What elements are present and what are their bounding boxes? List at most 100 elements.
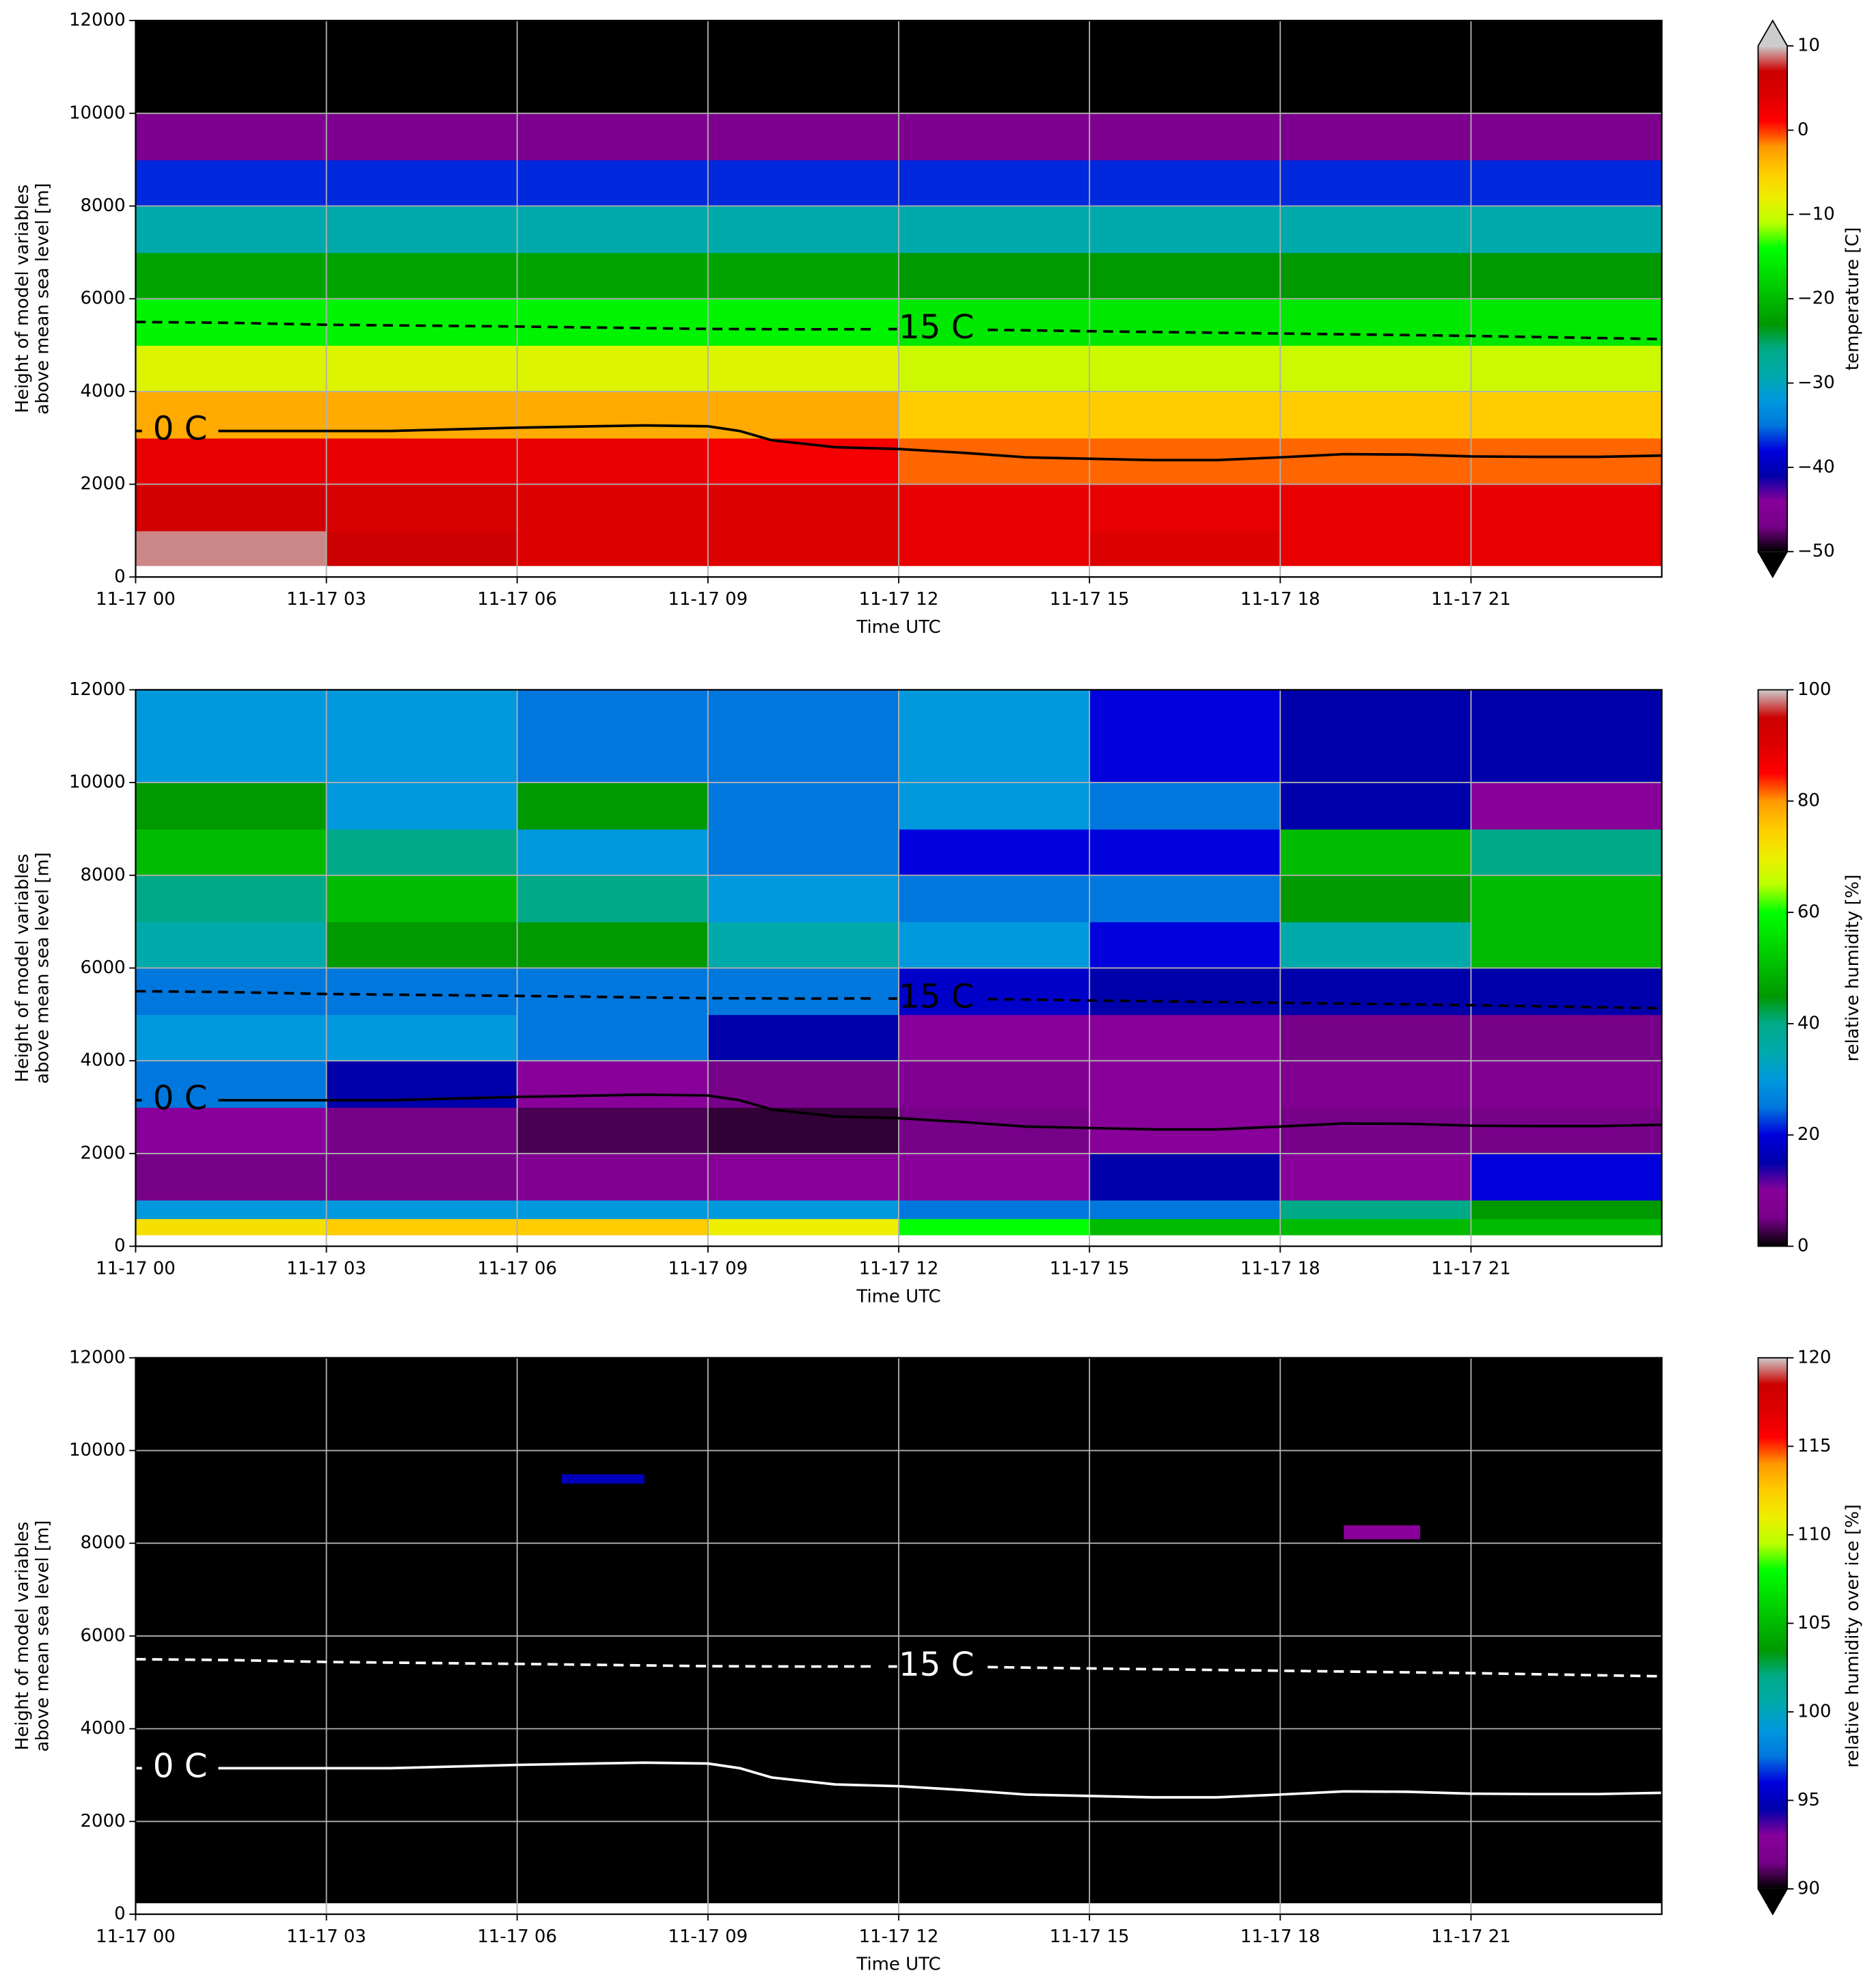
heatmap-cell (1089, 21, 1281, 114)
heatmap-cell (517, 299, 709, 346)
heatmap-cell (899, 968, 1091, 1016)
heatmap-cell (707, 828, 899, 876)
heatmap-cell (1089, 1199, 1281, 1219)
heatmap-cell (1089, 530, 1281, 567)
panel: 11-17 00 11-17 03 11-17 06 11-17 09 11-17 12… (12, 1347, 1863, 1974)
heatmap-cell (517, 159, 709, 207)
x-tick-label: 11-17 21 (1431, 1926, 1511, 1947)
colorbar-tick-label: −40 (1797, 457, 1835, 477)
heatmap-cell (1471, 159, 1663, 207)
heatmap-cell (899, 252, 1091, 300)
heatmap-cell (517, 484, 709, 532)
heatmap-cell (1344, 1525, 1421, 1540)
heatmap-cell (326, 1014, 518, 1062)
colorbar-tick-label: −30 (1797, 372, 1835, 393)
heatmap-cell (707, 968, 899, 1016)
axes-frame (135, 19, 1663, 578)
contour-label: 0 C (153, 1747, 208, 1785)
heatmap-cell (1089, 299, 1281, 346)
heatmap-cell (707, 299, 899, 346)
heatmap-cell (135, 828, 327, 876)
heatmap-cell (707, 252, 899, 300)
heatmap-cell (135, 875, 327, 923)
heatmap-cell (707, 921, 899, 969)
heatmap-cell (1089, 1218, 1281, 1236)
heatmap-cell (1280, 159, 1472, 207)
heatmap-cell (1280, 921, 1472, 969)
heatmap-cell (135, 1525, 562, 1540)
heatmap-cell (517, 1061, 709, 1108)
heatmap-cell (517, 437, 709, 485)
heatmap-cell (135, 1107, 327, 1154)
x-tick-label: 11-17 06 (477, 589, 557, 610)
heatmap-cell (899, 391, 1091, 439)
heatmap-cell (1471, 921, 1663, 969)
heatmap-cell (326, 484, 518, 532)
x-tick-label: 11-17 09 (668, 1258, 748, 1279)
heatmap-cell (1471, 875, 1663, 923)
heatmap-cell (1471, 21, 1663, 114)
colorbar-tick-label: 80 (1797, 791, 1820, 811)
heatmap-cell (1089, 1061, 1281, 1108)
heatmap-cell (135, 1218, 327, 1236)
heatmap-cell (1280, 252, 1472, 300)
colorbar (1758, 46, 1788, 552)
heatmap-cell (1280, 1218, 1472, 1236)
heatmap-cell (517, 21, 709, 114)
y-axis-label: above mean sea level [m] (33, 1521, 53, 1752)
heatmap-cell (1280, 530, 1472, 567)
heatmap-cell (1471, 113, 1663, 161)
heatmap-cell (326, 437, 518, 485)
colorbar-tick-label: 20 (1797, 1124, 1820, 1145)
contour-line (135, 424, 1662, 462)
heatmap-cell (899, 299, 1091, 346)
y-axis-label: Height of model variables (12, 185, 33, 413)
heatmap-cell (326, 1199, 518, 1219)
heatmap-cell (326, 968, 518, 1016)
heatmap-cell (326, 252, 518, 300)
x-tick-label: 11-17 03 (286, 1258, 366, 1279)
heatmap-cell (326, 345, 518, 392)
heatmap-cell (135, 782, 327, 830)
heatmap-cell (326, 828, 518, 876)
x-tick-label: 11-17 06 (477, 1258, 557, 1279)
heatmap-cell (1471, 1107, 1663, 1154)
colorbar-tick-label: 10 (1797, 36, 1820, 56)
x-tick-label: 11-17 09 (668, 1926, 748, 1947)
heatmap-cell (517, 252, 709, 300)
heatmap-cell (326, 921, 518, 969)
heatmap-cell (899, 1199, 1091, 1219)
heatmap-cell (517, 1199, 709, 1219)
heatmap-cell (1280, 1199, 1472, 1219)
heatmap-cell (1471, 530, 1663, 567)
heatmap-cell (899, 113, 1091, 161)
colorbar-frame (1757, 1357, 1789, 1916)
x-tick-label: 11-17 18 (1240, 589, 1320, 610)
heatmap-cell (1471, 1014, 1663, 1062)
heatmap-cell (135, 1538, 562, 1903)
heatmap-cell (1419, 1525, 1663, 1540)
heatmap-cell (135, 1153, 327, 1201)
contour-label: -15 C (887, 1646, 975, 1684)
y-axis-label: above mean sea level [m] (33, 183, 53, 415)
heatmap-cell (135, 1357, 562, 1475)
colorbar-tick-label: −50 (1797, 541, 1835, 562)
heatmap-cell (326, 206, 518, 254)
x-axis-label: Time UTC (856, 1955, 940, 1975)
heatmap-cell (135, 1473, 562, 1484)
heatmap-cell (517, 1107, 709, 1154)
y-tick-label: 2000 (81, 1811, 126, 1832)
heatmap-cell (517, 113, 709, 161)
y-axis-label: above mean sea level [m] (33, 852, 53, 1084)
heatmap-cell (135, 345, 327, 392)
colorbar-label: relative humidity [%] (1843, 875, 1863, 1062)
heatmap-cell (135, 484, 327, 532)
heatmap-cell (517, 1153, 709, 1201)
colorbar-tick-label: 90 (1797, 1878, 1820, 1898)
heatmap-cell (1471, 484, 1663, 532)
contour-label: -15 C (887, 977, 975, 1016)
y-tick-label: 6000 (81, 288, 126, 309)
heatmap-cell (1471, 1153, 1663, 1201)
heatmap-cell (326, 1153, 518, 1201)
heatmap-cell (707, 690, 899, 783)
